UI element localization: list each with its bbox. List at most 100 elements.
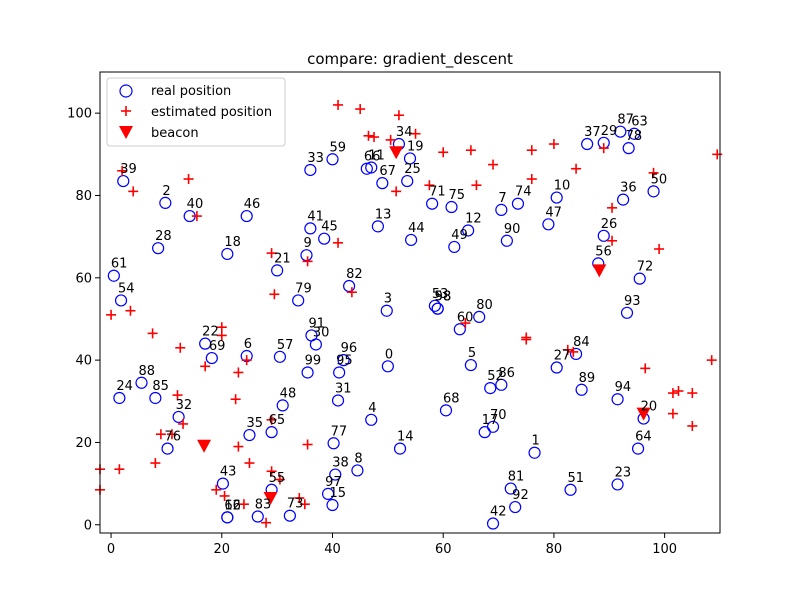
- x-tick-label: 80: [546, 542, 563, 557]
- point-label: 71: [429, 185, 446, 200]
- point-label: 58: [435, 290, 452, 305]
- x-tick-label: 40: [324, 542, 341, 557]
- x-tick-label: 20: [214, 542, 231, 557]
- beacon-markers: [197, 146, 651, 506]
- point-label: 56: [595, 244, 612, 259]
- point-label: 9: [303, 236, 311, 251]
- real-position-marker: [486, 517, 500, 530]
- point-label: 5: [468, 346, 476, 361]
- real-position-marker: [251, 510, 264, 523]
- y-tick-label: 80: [75, 189, 92, 204]
- estimated-marker: [355, 104, 366, 115]
- real-position-marker: [509, 500, 522, 514]
- point-label: 46: [244, 197, 261, 212]
- point-label: 0: [385, 347, 393, 362]
- point-label: 66: [364, 150, 381, 165]
- point-label: 53: [432, 287, 449, 302]
- real-position-marker: [550, 361, 563, 374]
- estimated-marker: [269, 289, 280, 300]
- point-label: 3: [384, 292, 392, 307]
- point-label: 12: [465, 211, 482, 226]
- real-position-marker: [360, 162, 373, 175]
- point-label: 1: [532, 434, 540, 449]
- real-position-marker: [331, 394, 345, 407]
- estimated-marker: [526, 145, 537, 156]
- real-position-marker: [305, 329, 318, 342]
- estimated-marker: [391, 186, 402, 197]
- point-label: 52: [487, 369, 504, 384]
- estimated-marker: [266, 248, 277, 259]
- real-position-marker: [321, 487, 335, 500]
- real-position-marker: [611, 393, 624, 406]
- estimated-marker: [562, 344, 573, 355]
- x-tick-label: 60: [435, 542, 452, 557]
- estimated-marker: [712, 149, 723, 160]
- plot-frame: [99, 71, 721, 534]
- y-tick-label: 100: [67, 107, 92, 122]
- real-position-marker: [401, 174, 414, 188]
- real-position-marker: [484, 382, 497, 395]
- real-position-marker: [581, 137, 594, 151]
- estimated-marker: [106, 309, 117, 320]
- point-label: 44: [408, 221, 425, 236]
- point-label: 15: [330, 486, 347, 501]
- estimated-marker: [241, 355, 252, 366]
- estimated-marker: [211, 484, 222, 495]
- real-position-marker: [448, 240, 461, 254]
- estimated-marker: [548, 139, 559, 150]
- estimated-marker: [393, 110, 404, 121]
- real-position-marker: [351, 464, 364, 477]
- point-label: 2: [162, 184, 170, 199]
- real-position-marker: [159, 196, 172, 209]
- real-position-marker: [405, 233, 418, 247]
- point-label: 22: [202, 325, 219, 340]
- estimated-marker: [369, 132, 380, 143]
- real-position-marker: [564, 483, 577, 496]
- real-position-marker: [243, 428, 256, 442]
- estimated-marker: [125, 305, 136, 316]
- point-label: 7: [498, 191, 506, 206]
- point-label: 93: [624, 294, 641, 309]
- estimated-marker: [706, 355, 717, 366]
- point-label: 24: [116, 379, 133, 394]
- real-position-marker: [500, 234, 513, 247]
- estimated-marker: [150, 458, 161, 469]
- beacon-marker: [592, 264, 607, 278]
- estimated-marker: [147, 328, 158, 339]
- estimated-marker: [128, 186, 139, 197]
- point-label: 17: [482, 413, 499, 428]
- estimated-marker: [346, 287, 357, 298]
- real-position-marker: [205, 351, 218, 365]
- real-position-marker: [495, 203, 508, 216]
- real-position-marker: [265, 426, 278, 439]
- point-label: 11: [368, 148, 385, 163]
- real-position-marker: [453, 323, 466, 336]
- real-position-marker: [617, 193, 630, 206]
- point-label: 96: [341, 341, 358, 356]
- point-label: 97: [325, 475, 342, 490]
- real-position-marker: [276, 399, 289, 412]
- point-label: 6: [244, 337, 252, 352]
- point-label: 45: [321, 220, 338, 235]
- estimated-marker: [640, 363, 651, 374]
- point-label: 61: [111, 257, 128, 272]
- point-label: 29: [601, 124, 618, 139]
- estimated-marker: [385, 134, 396, 145]
- point-label: 59: [330, 140, 347, 155]
- point-label: 14: [397, 430, 414, 445]
- legend-real-label: real position: [151, 84, 231, 99]
- legend-beacon-label: beacon: [151, 126, 199, 141]
- point-label: 86: [498, 366, 515, 381]
- chart-title: compare: gradient_descent: [307, 50, 513, 69]
- point-label: 63: [631, 115, 648, 130]
- estimated-marker: [219, 490, 230, 501]
- point-label: 80: [476, 298, 493, 313]
- point-id-labels: 0123456789101112131415161718192021222324…: [111, 113, 667, 520]
- point-label: 20: [641, 400, 658, 415]
- real-position-marker: [149, 391, 162, 405]
- point-label: 94: [615, 380, 632, 395]
- point-label: 57: [277, 338, 294, 353]
- legend-estimated-marker: [121, 106, 131, 116]
- real-position-marker: [327, 437, 340, 450]
